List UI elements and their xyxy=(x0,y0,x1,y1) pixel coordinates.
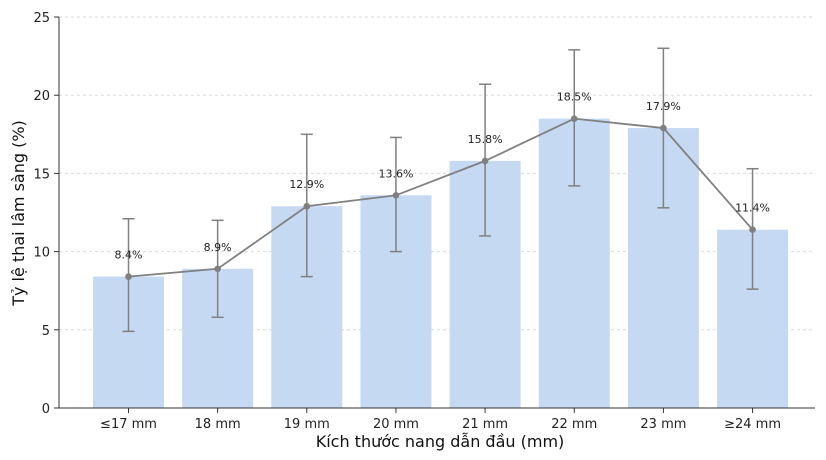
axes: 0 5 10 15 20 25 ≤17 mm 18 mm 19 mm 20 mm 21 mm 22 m… xyxy=(33,11,815,432)
x-tick-label: 21 mm xyxy=(462,417,508,432)
line-point xyxy=(660,124,667,132)
data-label: 8.9% xyxy=(204,241,232,254)
y-tick-label: 10 xyxy=(33,246,50,261)
trend-line xyxy=(125,115,756,280)
y-tick-label: 5 xyxy=(42,324,50,339)
line-point xyxy=(481,157,489,165)
y-tick-label: 20 xyxy=(33,89,50,104)
data-label: 12.9% xyxy=(289,178,324,191)
x-tick-label: 18 mm xyxy=(195,417,241,432)
line-point xyxy=(214,265,221,273)
y-tick-label: 15 xyxy=(33,167,50,182)
x-tick-label: 23 mm xyxy=(640,417,686,432)
x-tick-label: ≥24 mm xyxy=(724,417,781,432)
x-tick-label: 22 mm xyxy=(551,417,597,432)
data-label: 18.5% xyxy=(557,91,592,104)
series-line xyxy=(128,117,754,278)
data-labels: 8.4% 8.9% 12.9% 13.6% 15.8% 18.5% 17.9% 11.4% xyxy=(115,91,771,262)
x-tick-label: ≤17 mm xyxy=(100,417,157,432)
grid-lines xyxy=(59,16,815,331)
line-point xyxy=(303,202,311,210)
x-tick-label: 20 mm xyxy=(373,417,419,432)
x-tick-label: 19 mm xyxy=(284,417,330,432)
data-label: 17.9% xyxy=(646,100,681,113)
y-tick-label: 0 xyxy=(42,402,50,417)
line-point xyxy=(125,273,132,280)
data-label: 8.4% xyxy=(115,249,143,262)
x-axis-label: Kích thước nang dẫn đầu (mm) xyxy=(316,432,565,451)
data-label: 13.6% xyxy=(378,167,413,180)
line-point xyxy=(392,191,400,199)
data-label: 15.8% xyxy=(468,133,503,146)
bars xyxy=(93,118,789,408)
data-label: 11.4% xyxy=(735,202,770,215)
y-tick-label: 25 xyxy=(33,11,50,26)
y-axis-label: Tỷ lệ thai lâm sàng (%) xyxy=(9,120,28,307)
line-point xyxy=(570,115,578,122)
line-point xyxy=(749,226,756,234)
